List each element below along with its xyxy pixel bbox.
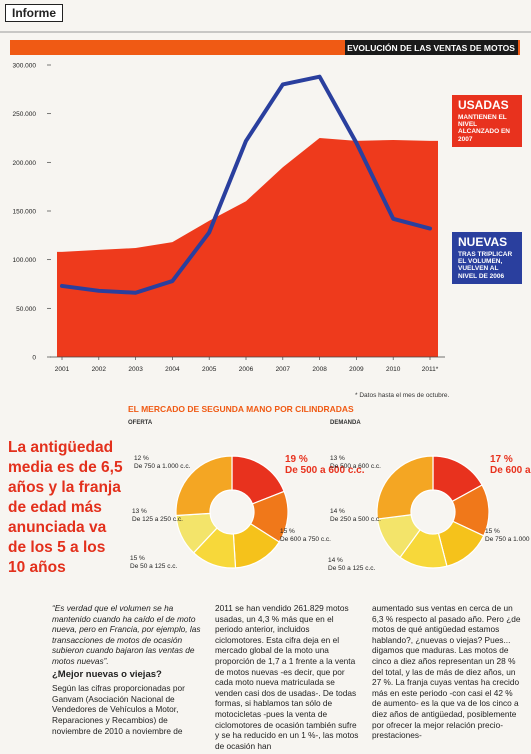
- x-tick-label: 2002: [92, 366, 107, 373]
- data-label: 17 %De 600 a 750 c.c.: [490, 454, 531, 476]
- annotation: TRAS TRIPLICAR EL VOLUMEN, VUELVEN AL NI…: [458, 251, 513, 280]
- value-label: 13 %: [330, 455, 345, 462]
- subheading: ¿Mejor nuevas o viejas?: [52, 668, 162, 680]
- data-label: 19 % De 500 a 600 c.c.: [285, 454, 365, 476]
- x-tick-label: 2001: [55, 366, 70, 373]
- area: [57, 138, 438, 357]
- category-label: De 500 a 600 c.c.: [285, 465, 365, 476]
- data-label: 13 % De 500 a 600 c.c.: [330, 455, 381, 470]
- x-tick-label: 2009: [349, 366, 364, 373]
- x-tick-label: 2007: [276, 366, 291, 373]
- category-label: De 50 a 125 c.c.: [130, 563, 178, 570]
- chart-title: EVOLUCIÓN DE LAS VENTAS DE MOTOS: [347, 42, 515, 53]
- value-label: 15 %: [485, 528, 500, 535]
- value-label: 13 %: [132, 508, 147, 515]
- x-tick-label: 2004: [165, 366, 180, 373]
- y-tick-label: 200.000: [13, 160, 37, 167]
- x-tick-label: 2003: [128, 366, 143, 373]
- section-label: Informe: [5, 4, 64, 22]
- donut-subtitle: DEMANDA: [330, 420, 361, 426]
- donut-rest: [175, 455, 233, 517]
- donut-subtitle: OFERTA: [128, 420, 153, 426]
- category-label: De 600 a 750 c.c.: [490, 465, 531, 476]
- value-label: 15 %: [280, 528, 295, 535]
- x-tick-label: 2006: [239, 366, 254, 373]
- data-label: 15 %De 750 a 1.000 c.c.: [485, 528, 531, 543]
- column: aumentado sus ventas en cerca de un 6,3 …: [372, 603, 522, 744]
- y-tick-label: 50.000: [16, 306, 36, 313]
- value-label: 19 %: [285, 454, 308, 465]
- data-label: 14 % De 250 a 500 c.c.: [330, 508, 381, 523]
- series-label: NUEVAS: [458, 235, 508, 249]
- paragraph: Según las cifras proporcionadas por Ganv…: [52, 683, 185, 736]
- headline: La antigüedad media es de 6,5 años y la …: [8, 439, 123, 576]
- value-label: 17 %: [490, 454, 513, 465]
- value-label: 15 %: [130, 555, 145, 562]
- x-tick-label: 2008: [312, 366, 327, 373]
- annotation: MANTIENEN EL NIVEL ALCANZADO EN 2007: [458, 114, 510, 143]
- donut-title: EL MERCADO DE SEGUNDA MANO POR CILINDRAD…: [128, 404, 354, 414]
- category-label: De 600 a 750 c.c.: [280, 536, 331, 543]
- category-label: De 750 a 1.000 c.c.: [134, 463, 191, 470]
- donut-rest: [376, 455, 434, 520]
- value-label: 14 %: [328, 557, 343, 564]
- column: 2011 se han vendido 261.829 motos usadas…: [215, 603, 360, 754]
- data-label: 15 % De 50 a 125 c.c.: [130, 555, 178, 570]
- footnote: * Datos hasta el mes de octubre.: [355, 392, 449, 399]
- annotation-box: NUEVAS TRAS TRIPLICAR EL VOLUMEN, VUELVE…: [452, 232, 522, 284]
- paragraph: aumentado sus ventas en cerca de un 6,3 …: [372, 603, 521, 741]
- title-box: [345, 40, 518, 55]
- y-tick-label: 100.000: [13, 257, 37, 264]
- data-label: 13 % De 125 a 250 c.c.: [132, 508, 183, 523]
- category-label: De 50 a 125 c.c.: [328, 565, 376, 572]
- column: “Es verdad que el volumen se ha mantenid…: [52, 603, 202, 739]
- y-tick-label: 150.000: [13, 209, 37, 216]
- line: [60, 74, 432, 295]
- y-tick-label: 250.000: [13, 111, 37, 118]
- category-label: De 750 a 1.000 c.c.: [485, 536, 531, 543]
- paragraph: 2011 se han vendido 261.829 motos usadas…: [215, 603, 359, 751]
- series-label: USADAS: [458, 98, 509, 112]
- y-tick-label: 0: [32, 355, 36, 362]
- quote: “Es verdad que el volumen se ha mantenid…: [52, 603, 201, 666]
- data-label: 14 % De 50 a 125 c.c.: [328, 557, 376, 572]
- y-tick-label: 300.000: [13, 63, 37, 70]
- value-label: 14 %: [330, 508, 345, 515]
- x-tick-label: 2005: [202, 366, 217, 373]
- x-tick-label: 2010: [386, 366, 401, 373]
- category-label: De 250 a 500 c.c.: [330, 516, 381, 523]
- data-label: 12 % De 750 a 1.000 c.c.: [134, 455, 191, 470]
- category-label: De 125 a 250 c.c.: [132, 516, 183, 523]
- annotation-box: USADAS MANTIENEN EL NIVEL ALCANZADO EN 2…: [452, 95, 522, 147]
- data-label: 15 % De 600 a 750 c.c.: [280, 528, 331, 543]
- value-label: 12 %: [134, 455, 149, 462]
- x-tick-label: 2011*: [422, 366, 439, 373]
- category-label: De 500 a 600 c.c.: [330, 463, 381, 470]
